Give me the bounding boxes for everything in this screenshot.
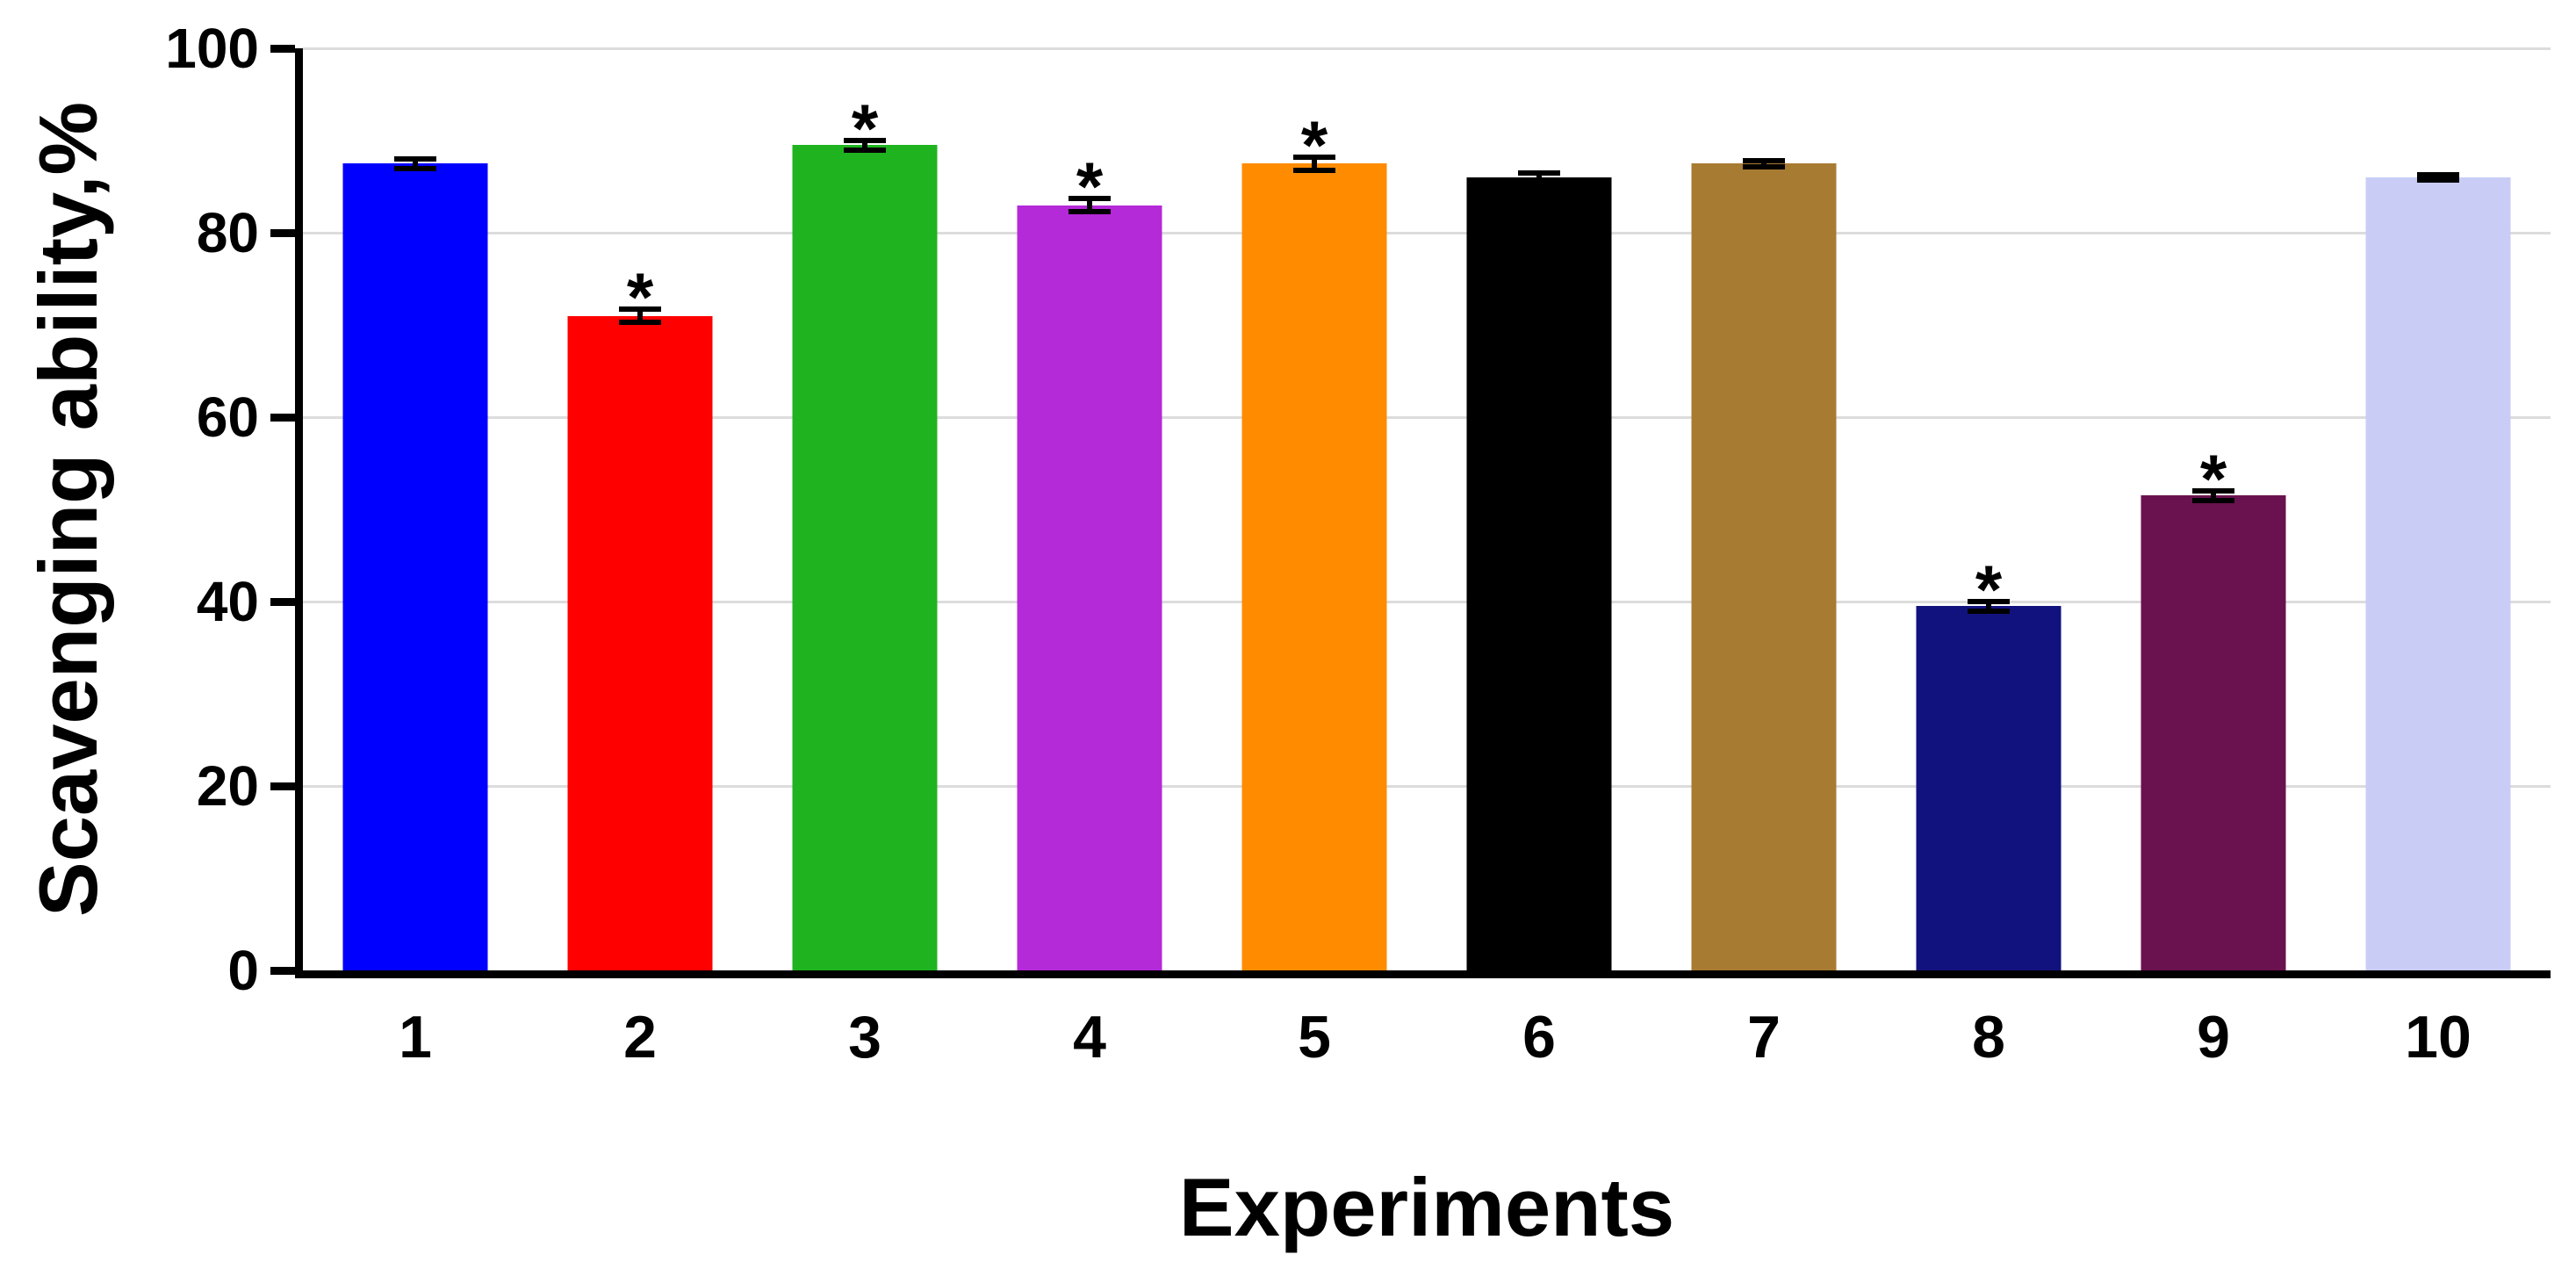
error-bar-line-1 <box>413 155 418 171</box>
gridline-60 <box>303 415 2551 419</box>
error-bar-cap-bottom-6 <box>1518 179 1560 185</box>
bar-slot-2: * 2 <box>528 48 752 1067</box>
error-bar-cap-top-1 <box>394 155 436 162</box>
y-tick-label-0: 0 <box>227 939 259 1002</box>
y-tick-mark-80 <box>270 228 295 237</box>
bar-slot-3: * 3 <box>752 48 977 1067</box>
x-axis-title: Experiments <box>1178 1161 1675 1253</box>
x-tick-label-3: 3 <box>848 1004 881 1071</box>
bar-slot-5: * 5 <box>1202 48 1427 1067</box>
significance-star-8: * <box>1975 550 2003 628</box>
y-tick-label-100: 100 <box>165 17 259 80</box>
error-bar-cap-top-5 <box>1293 154 1335 160</box>
error-bar-cap-bottom-4 <box>1069 209 1111 214</box>
error-bar-cap-top-10 <box>2417 171 2459 177</box>
error-bar-line-9 <box>2211 487 2216 503</box>
bar-8 <box>1916 606 2062 970</box>
error-bar-line-10 <box>2436 171 2441 184</box>
error-bar-cap-top-9 <box>2192 487 2234 494</box>
bar-4 <box>1017 205 1162 970</box>
significance-star-5: * <box>1300 105 1328 184</box>
error-bar-cap-bottom-7 <box>1743 163 1785 169</box>
x-tick-label-2: 2 <box>623 1004 657 1071</box>
bar-10 <box>2365 177 2511 970</box>
error-bar-cap-top-3 <box>844 137 886 143</box>
gridline-20 <box>303 784 2551 788</box>
error-bar-cap-bottom-1 <box>394 165 436 171</box>
bar-slot-6: 6 <box>1427 48 1651 1067</box>
y-tick-label-80: 80 <box>196 201 259 264</box>
x-tick-label-7: 7 <box>1747 1004 1781 1071</box>
bar-slot-8: * 8 <box>1876 48 2101 1067</box>
x-tick-label-4: 4 <box>1073 1004 1106 1071</box>
bar-2 <box>567 315 713 970</box>
y-tick-mark-20 <box>270 782 295 790</box>
significance-star-3: * <box>851 89 879 167</box>
error-bar-cap-bottom-3 <box>844 147 886 153</box>
bars-row: 1 * 2 * 3 * 4 * 5 6 7 * 8 * 9 10 <box>303 48 2551 1067</box>
bar-3 <box>792 145 938 970</box>
y-axis-line <box>295 48 303 978</box>
error-bar-cap-bottom-10 <box>2417 177 2459 184</box>
error-bar-cap-bottom-8 <box>1968 608 2010 614</box>
error-bar-line-4 <box>1087 196 1092 214</box>
error-bar-cap-bottom-5 <box>1293 167 1335 173</box>
error-bar-cap-top-6 <box>1518 169 1560 176</box>
x-tick-label-1: 1 <box>399 1004 432 1071</box>
y-tick-mark-0 <box>270 966 295 975</box>
x-axis-line <box>295 970 2551 978</box>
gridline-100 <box>303 47 2551 50</box>
significance-star-4: * <box>1076 148 1104 225</box>
error-bar-cap-bottom-2 <box>619 320 661 325</box>
gridline-40 <box>303 600 2551 603</box>
x-tick-label-10: 10 <box>2405 1004 2472 1071</box>
error-bar-line-5 <box>1312 154 1317 173</box>
significance-star-9: * <box>2199 439 2227 517</box>
error-bar-line-2 <box>637 306 643 325</box>
error-bar-cap-bottom-9 <box>2192 497 2234 503</box>
error-bar-line-6 <box>1536 169 1542 185</box>
y-tick-label-40: 40 <box>196 570 259 633</box>
y-tick-mark-100 <box>270 44 295 53</box>
bar-1 <box>342 163 488 970</box>
bar-6 <box>1466 177 1612 970</box>
bar-7 <box>1691 163 1837 970</box>
bar-slot-4: * 4 <box>977 48 1202 1067</box>
bar-5 <box>1241 163 1387 970</box>
bar-9 <box>2141 495 2286 970</box>
x-tick-label-6: 6 <box>1522 1004 1556 1071</box>
y-tick-mark-60 <box>270 413 295 422</box>
error-bar-cap-top-8 <box>1968 598 2010 604</box>
bar-slot-1: 1 <box>303 48 528 1067</box>
error-bar-line-3 <box>862 137 867 153</box>
error-bar-line-7 <box>1761 157 1767 169</box>
bar-slot-7: 7 <box>1651 48 1876 1067</box>
x-tick-label-5: 5 <box>1298 1004 1331 1071</box>
gridline-80 <box>303 231 2551 234</box>
plot-area: 1 * 2 * 3 * 4 * 5 6 7 * 8 * 9 10 0 20 40 60 80 100 <box>165 20 2551 1067</box>
bar-slot-10: 10 <box>2326 48 2551 1067</box>
y-tick-label-60: 60 <box>196 386 259 449</box>
x-tick-label-9: 9 <box>2197 1004 2230 1071</box>
x-tick-label-8: 8 <box>1972 1004 2005 1071</box>
error-bar-cap-top-4 <box>1069 196 1111 201</box>
significance-star-2: * <box>626 258 654 335</box>
error-bar-cap-top-7 <box>1743 157 1785 163</box>
bar-slot-9: * 9 <box>2101 48 2326 1067</box>
error-bar-cap-top-2 <box>619 306 661 312</box>
y-axis-title: Scavenging ability,% <box>22 101 114 918</box>
error-bar-line-8 <box>1986 598 1991 614</box>
y-tick-label-20: 20 <box>196 754 259 818</box>
y-tick-mark-40 <box>270 597 295 606</box>
